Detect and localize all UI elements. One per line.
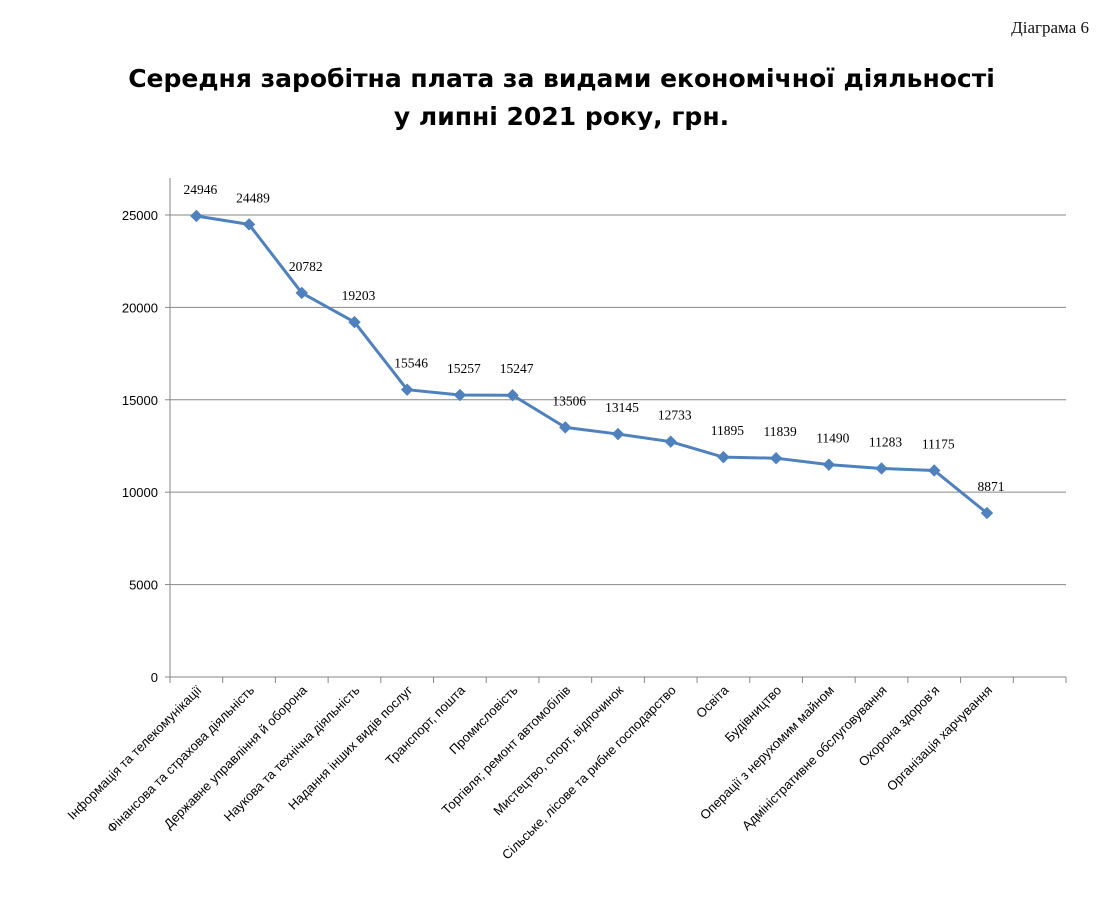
data-point-1 (190, 209, 203, 223)
data-label-5: 15546 (394, 356, 428, 371)
data-point-5 (400, 383, 414, 396)
data-label-16: 8871 (977, 479, 1004, 494)
y-tick-label-20000: 20000 (122, 300, 158, 315)
y-axis-ticks: 0 5000 10000 15000 20000 25000 (122, 208, 158, 685)
data-labels: 24946 24489 20782 19203 15546 15257 15247 13506… (183, 182, 1004, 494)
data-point-4 (348, 315, 361, 329)
data-point-15 (928, 464, 941, 477)
x-tick-label-11: Освіта (693, 682, 732, 721)
data-point-11 (717, 450, 730, 464)
y-tick-label-0: 0 (151, 670, 158, 685)
data-point-3 (295, 286, 308, 300)
data-point-16 (980, 506, 994, 520)
data-point-7 (506, 389, 519, 402)
chart-title: Середня заробітна плата за видами економ… (0, 60, 1103, 136)
axes (165, 178, 1067, 683)
data-label-7: 15247 (500, 361, 534, 376)
data-label-12: 11839 (763, 424, 796, 439)
data-point-6 (453, 388, 467, 402)
y-tick-label-10000: 10000 (122, 485, 158, 500)
series-line-layer (194, 214, 989, 515)
data-point-13 (822, 458, 836, 471)
data-label-3: 20782 (289, 259, 323, 274)
data-label-11: 11895 (711, 423, 744, 438)
data-point-12 (769, 451, 783, 465)
chart-title-line-2: у липні 2021 року, грн. (393, 102, 730, 131)
data-label-4: 19203 (342, 288, 376, 303)
data-label-8: 13506 (552, 393, 586, 408)
data-label-9: 13145 (605, 400, 639, 415)
chart-title-line-1: Середня заробітна плата за видами економ… (128, 64, 995, 93)
x-tick-label-16: Організація харчування (884, 683, 995, 794)
data-label-1: 24946 (183, 182, 217, 197)
data-point-8 (559, 421, 572, 434)
data-label-15: 11175 (922, 436, 955, 451)
data-label-6: 15257 (447, 361, 481, 376)
y-tick-label-5000: 5000 (129, 578, 158, 593)
y-tick-label-25000: 25000 (122, 208, 158, 223)
data-point-14 (875, 462, 888, 475)
diagram-number: Діаграма 6 (1011, 18, 1089, 37)
data-point-9 (611, 427, 625, 441)
data-label-13: 11490 (816, 431, 849, 446)
series-line (194, 214, 989, 515)
data-label-10: 12733 (658, 408, 692, 423)
data-label-2: 24489 (236, 190, 270, 205)
data-point-2 (242, 218, 256, 231)
data-point-10 (664, 435, 677, 448)
data-markers (190, 209, 994, 520)
y-tick-label-15000: 15000 (122, 393, 158, 408)
data-label-14: 11283 (869, 434, 902, 449)
gridlines (170, 214, 1066, 586)
